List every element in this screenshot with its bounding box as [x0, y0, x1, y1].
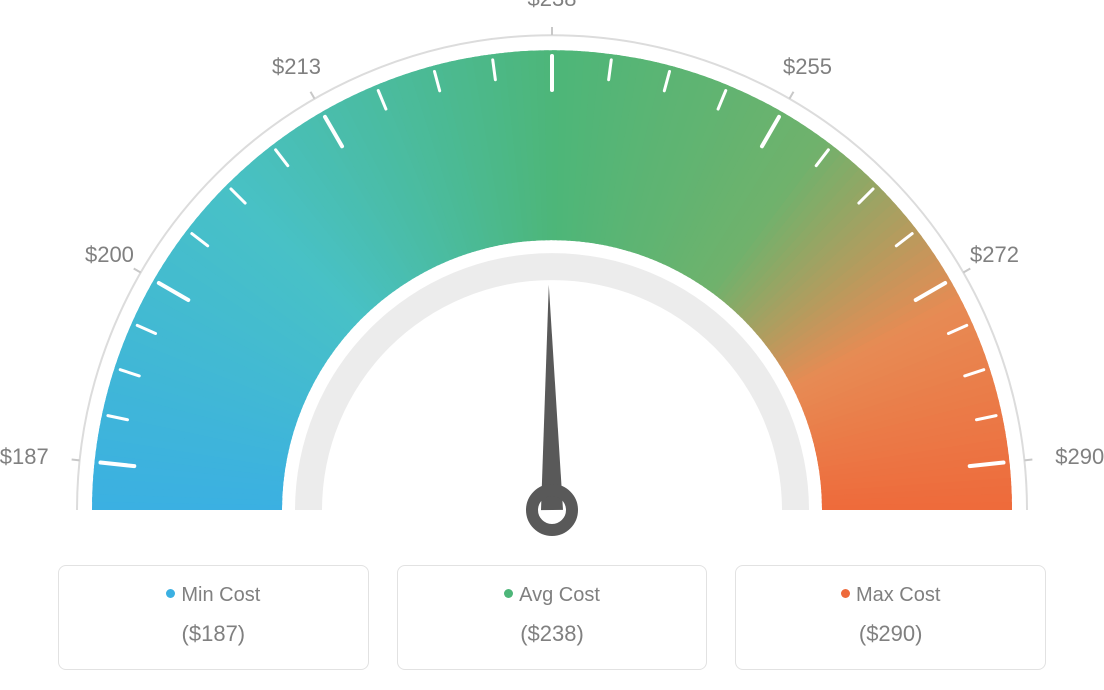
legend-value-max: ($290) [746, 621, 1035, 647]
legend-value-avg: ($238) [408, 621, 697, 647]
tick-label: $238 [528, 0, 577, 12]
legend-card-avg: Avg Cost ($238) [397, 565, 708, 670]
legend-card-min: Min Cost ($187) [58, 565, 369, 670]
tick-label: $200 [85, 242, 134, 268]
tick-label: $213 [272, 54, 321, 80]
gauge-svg [0, 0, 1104, 560]
legend-label-avg: Avg Cost [519, 584, 600, 606]
tick-label: $187 [0, 444, 49, 470]
legend-card-max: Max Cost ($290) [735, 565, 1046, 670]
gauge-needle [532, 285, 572, 530]
legend-label-max: Max Cost [856, 584, 940, 606]
legend-dot-avg [504, 589, 513, 598]
legend-label-min: Min Cost [181, 584, 260, 606]
legend-title-min: Min Cost [69, 584, 358, 607]
legend-title-max: Max Cost [746, 584, 1035, 607]
tick-label: $255 [783, 54, 832, 80]
tick-label: $290 [1055, 444, 1104, 470]
legend-value-min: ($187) [69, 621, 358, 647]
legend-dot-max [841, 589, 850, 598]
legend-title-avg: Avg Cost [408, 584, 697, 607]
legend-dot-min [166, 589, 175, 598]
tick-label: $272 [970, 242, 1019, 268]
gauge-chart: $187 $200 $213 $238 $255 $272 $290 [0, 0, 1104, 560]
legend-row: Min Cost ($187) Avg Cost ($238) Max Cost… [58, 565, 1046, 670]
